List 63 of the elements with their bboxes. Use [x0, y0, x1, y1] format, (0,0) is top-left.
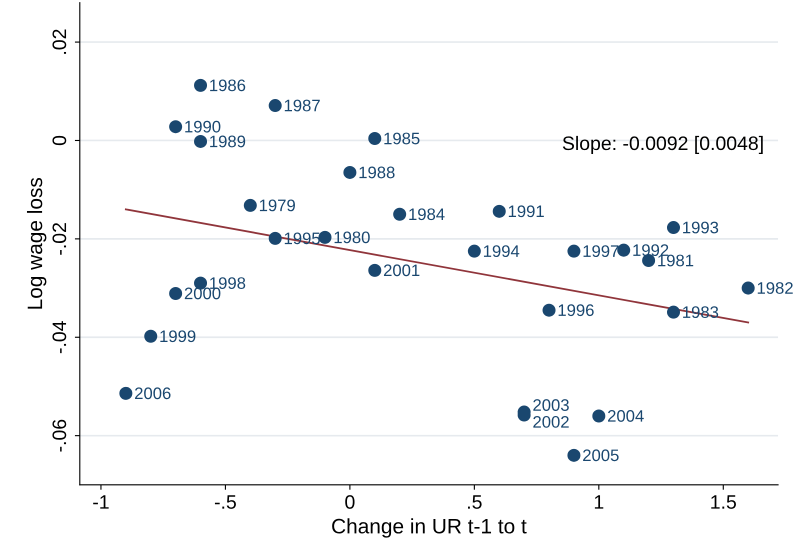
annotation: 1994 [484, 245, 520, 258]
annotation: 1984 [409, 208, 445, 220]
annotation: 1998 [210, 277, 246, 290]
annotation: 1979 [260, 199, 295, 212]
point [368, 132, 382, 146]
annotation: 2005 [583, 449, 619, 462]
point [169, 120, 182, 134]
annotation: 1991 [508, 205, 544, 218]
annotation: 1999 [160, 330, 196, 342]
point [492, 204, 506, 218]
annotation: 1990 [185, 120, 220, 133]
x-tick-label: -1 [93, 495, 109, 509]
annotation: 1980 [334, 231, 370, 244]
point [119, 386, 132, 400]
y-tick-label: .02 [52, 30, 66, 54]
annotation: 2004 [608, 410, 644, 422]
point [567, 448, 580, 462]
point [343, 166, 356, 179]
y-tick-label: -.04 [52, 321, 66, 354]
annotation: 2006 [135, 387, 171, 400]
point [468, 244, 481, 258]
point [666, 221, 680, 234]
annotation: 1989 [210, 136, 246, 148]
annotation: 1997 [584, 245, 618, 258]
point [617, 244, 630, 257]
annotation: 1981 [658, 254, 694, 266]
point [542, 304, 556, 317]
annotation: 1987 [284, 100, 320, 112]
point [268, 232, 282, 245]
annotation: 2003 [533, 399, 569, 411]
point [194, 134, 208, 148]
point [194, 78, 208, 92]
point [169, 286, 182, 300]
annotation: 1992 [633, 244, 668, 256]
point [268, 99, 282, 112]
point [368, 264, 382, 277]
point [567, 244, 580, 258]
y-tick-label: 0 [52, 136, 66, 146]
x-tick-label: 0 [345, 495, 355, 509]
x-tick-label: .5 [468, 495, 482, 509]
point [592, 409, 606, 422]
annotation: 2001 [384, 264, 420, 276]
point [666, 306, 680, 319]
x-tick-label: 1.5 [711, 495, 736, 509]
point [742, 282, 755, 295]
point [393, 208, 406, 221]
y-axis-title: Log wage loss [26, 178, 46, 309]
annotation: 2000 [184, 288, 220, 300]
y-tick-label: -.02 [52, 223, 66, 255]
annotation: 1985 [384, 132, 420, 144]
point [144, 330, 158, 343]
x-tick-label: -.5 [214, 495, 236, 509]
annotation: 1982 [758, 282, 793, 294]
point [244, 198, 257, 212]
annotation: 1993 [683, 222, 718, 234]
annotation: 1996 [558, 304, 594, 316]
annotation: 2002 [533, 416, 569, 428]
annotation: Slope: -0.0092 [0.0048] [562, 136, 763, 154]
annotation: 1986 [210, 79, 246, 92]
y-tick-label: -.06 [52, 420, 66, 452]
x-axis-title: Change in UR t-1 to t [332, 518, 527, 538]
x-tick-label: 1 [594, 495, 604, 509]
annotation: 1988 [359, 166, 395, 178]
